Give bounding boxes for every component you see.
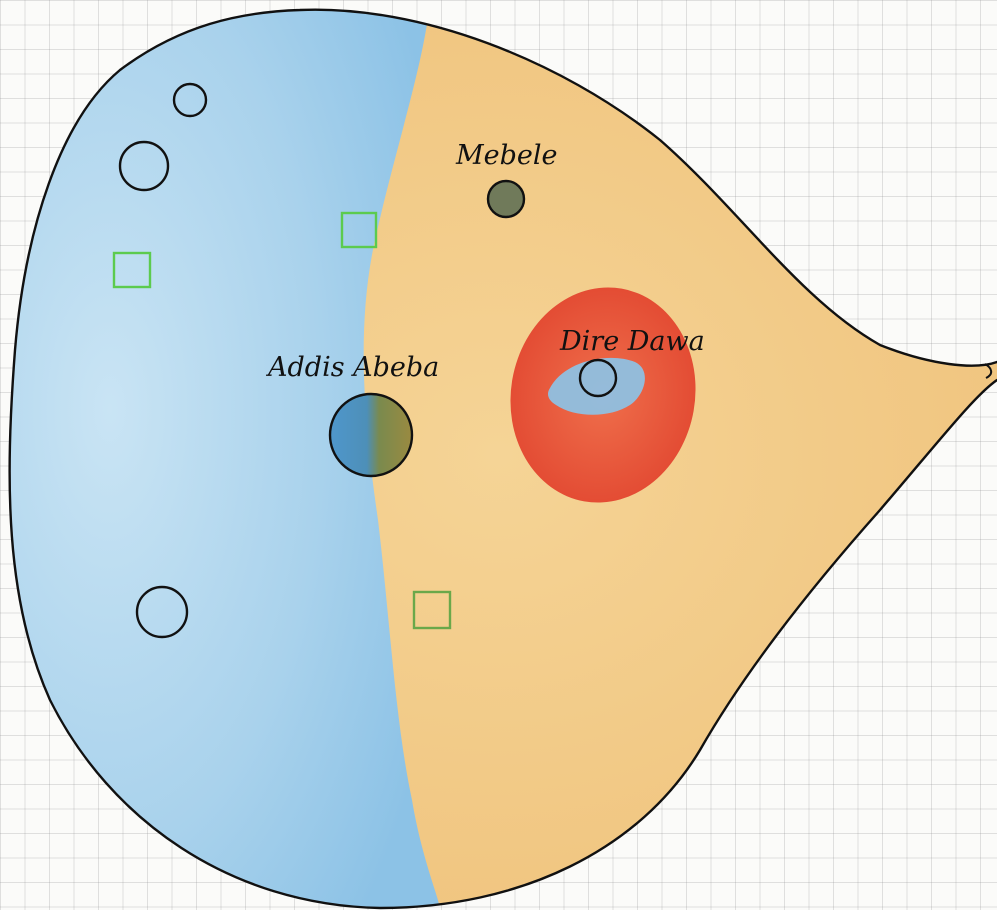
city-mebele[interactable]: Mebele (455, 140, 558, 219)
city-marker (328, 392, 414, 478)
empty-circle-marker (172, 82, 208, 118)
city-addis-abeba[interactable]: Addis Abeba (265, 352, 439, 478)
green-square-marker (340, 211, 378, 249)
land-outline (8, 8, 997, 910)
city-label: Dire Dawa (559, 326, 705, 357)
city-dire-dawa[interactable]: Dire Dawa (559, 326, 705, 398)
empty-circle-marker (118, 140, 170, 192)
west-region (9, 9, 440, 908)
peninsula-tip (984, 363, 993, 379)
city-label: Addis Abeba (265, 352, 439, 383)
city-label: Mebele (455, 140, 558, 171)
city-marker (486, 179, 526, 219)
empty-circle-marker (135, 585, 189, 639)
dire-dawa-core (548, 357, 645, 415)
green-square-marker (112, 251, 152, 289)
green-square-marker (412, 590, 452, 630)
city-marker (578, 358, 618, 398)
